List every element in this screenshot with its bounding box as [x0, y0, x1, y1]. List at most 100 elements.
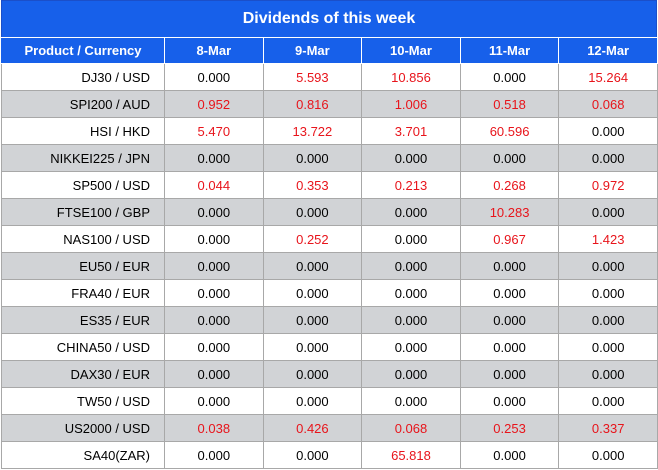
table-row: NIKKEI225 / JPN 0.000 0.000 0.000 0.000 0.000 [1, 144, 658, 172]
dividend-value-cell: 0.952 [164, 90, 264, 118]
product-cell: SPI200 / AUD [1, 90, 165, 118]
dividend-value-cell: 0.000 [262, 306, 363, 334]
dividend-value-cell: 0.068 [361, 414, 461, 442]
dividend-value-cell: 0.426 [262, 414, 363, 442]
dividend-value-cell: 0.000 [558, 387, 658, 415]
dividend-value-cell: 0.000 [262, 387, 363, 415]
dividend-value-cell: 0.000 [164, 252, 264, 280]
table-body: DJ30 / USD 0.000 5.593 10.856 0.000 15.264 SPI… [1, 63, 658, 469]
dividend-value-cell: 0.000 [459, 441, 560, 469]
column-header-date: 10-Mar [361, 37, 461, 64]
table-row: DJ30 / USD 0.000 5.593 10.856 0.000 15.264 [1, 63, 658, 91]
header-row: Product / Currency 8-Mar 9-Mar 10-Mar 11… [1, 37, 658, 64]
product-cell: HSI / HKD [1, 117, 165, 145]
dividend-value-cell: 0.000 [164, 225, 264, 253]
dividend-value-cell: 0.000 [361, 306, 461, 334]
table-row: FTSE100 / GBP 0.000 0.000 0.000 10.283 0.000 [1, 198, 658, 226]
dividend-value-cell: 0.337 [558, 414, 658, 442]
dividends-table: Product / Currency 8-Mar 9-Mar 10-Mar 11… [1, 37, 658, 469]
product-cell: FTSE100 / GBP [1, 198, 165, 226]
product-cell: TW50 / USD [1, 387, 165, 415]
dividend-value-cell: 13.722 [262, 117, 363, 145]
dividend-value-cell: 0.000 [361, 387, 461, 415]
table-row: ES35 / EUR 0.000 0.000 0.000 0.000 0.000 [1, 306, 658, 334]
dividend-value-cell: 0.000 [164, 144, 264, 172]
product-cell: SP500 / USD [1, 171, 165, 199]
dividend-value-cell: 0.000 [262, 360, 363, 388]
dividend-value-cell: 0.972 [558, 171, 658, 199]
dividend-value-cell: 0.000 [164, 441, 264, 469]
column-header-date: 9-Mar [262, 37, 363, 64]
dividend-value-cell: 0.000 [262, 198, 363, 226]
column-header-date: 8-Mar [164, 37, 264, 64]
table-row: SPI200 / AUD 0.952 0.816 1.006 0.518 0.068 [1, 90, 658, 118]
dividend-value-cell: 0.000 [361, 198, 461, 226]
table-row: TW50 / USD 0.000 0.000 0.000 0.000 0.000 [1, 387, 658, 415]
dividend-value-cell: 3.701 [361, 117, 461, 145]
dividend-value-cell: 15.264 [558, 63, 658, 91]
dividend-value-cell: 0.000 [459, 306, 560, 334]
dividend-value-cell: 65.818 [361, 441, 461, 469]
dividend-value-cell: 0.000 [558, 117, 658, 145]
table-row: SA40(ZAR) 0.000 0.000 65.818 0.000 0.000 [1, 441, 658, 469]
product-cell: NAS100 / USD [1, 225, 165, 253]
dividend-value-cell: 0.000 [164, 333, 264, 361]
dividend-value-cell: 0.000 [164, 198, 264, 226]
dividend-value-cell: 0.000 [164, 360, 264, 388]
dividend-value-cell: 0.000 [164, 63, 264, 91]
dividend-value-cell: 0.000 [262, 441, 363, 469]
dividend-value-cell: 0.000 [164, 279, 264, 307]
product-cell: DAX30 / EUR [1, 360, 165, 388]
dividend-value-cell: 0.000 [459, 360, 560, 388]
table-row: US2000 / USD 0.038 0.426 0.068 0.253 0.337 [1, 414, 658, 442]
product-cell: ES35 / EUR [1, 306, 165, 334]
column-header-date: 11-Mar [459, 37, 560, 64]
dividend-value-cell: 0.000 [361, 252, 461, 280]
dividend-value-cell: 0.000 [558, 306, 658, 334]
product-cell: SA40(ZAR) [1, 441, 165, 469]
product-cell: FRA40 / EUR [1, 279, 165, 307]
table-row: NAS100 / USD 0.000 0.252 0.000 0.967 1.423 [1, 225, 658, 253]
dividend-value-cell: 0.816 [262, 90, 363, 118]
table-row: FRA40 / EUR 0.000 0.000 0.000 0.000 0.000 [1, 279, 658, 307]
dividend-value-cell: 0.000 [262, 333, 363, 361]
dividend-value-cell: 0.967 [459, 225, 560, 253]
dividend-value-cell: 0.000 [361, 360, 461, 388]
dividend-value-cell: 0.253 [459, 414, 560, 442]
dividend-value-cell: 0.000 [459, 333, 560, 361]
product-cell: EU50 / EUR [1, 252, 165, 280]
dividend-value-cell: 0.000 [361, 333, 461, 361]
dividend-value-cell: 0.000 [459, 63, 560, 91]
dividend-value-cell: 0.000 [459, 387, 560, 415]
table-row: HSI / HKD 5.470 13.722 3.701 60.596 0.000 [1, 117, 658, 145]
dividend-value-cell: 0.000 [459, 252, 560, 280]
table-row: SP500 / USD 0.044 0.353 0.213 0.268 0.972 [1, 171, 658, 199]
dividend-value-cell: 0.068 [558, 90, 658, 118]
dividend-value-cell: 10.283 [459, 198, 560, 226]
dividend-value-cell: 0.000 [262, 144, 363, 172]
dividend-value-cell: 0.000 [459, 144, 560, 172]
dividend-value-cell: 0.038 [164, 414, 264, 442]
dividend-value-cell: 0.000 [361, 144, 461, 172]
dividend-value-cell: 0.000 [361, 225, 461, 253]
dividend-value-cell: 0.000 [164, 306, 264, 334]
column-header-date: 12-Mar [558, 37, 658, 64]
dividend-value-cell: 0.213 [361, 171, 461, 199]
table-title: Dividends of this week [1, 0, 657, 37]
table-row: CHINA50 / USD 0.000 0.000 0.000 0.000 0.000 [1, 333, 658, 361]
product-cell: DJ30 / USD [1, 63, 165, 91]
dividend-value-cell: 0.044 [164, 171, 264, 199]
product-cell: CHINA50 / USD [1, 333, 165, 361]
dividend-value-cell: 0.268 [459, 171, 560, 199]
dividend-value-cell: 0.000 [558, 360, 658, 388]
column-header-product: Product / Currency [1, 37, 165, 64]
dividend-value-cell: 0.000 [558, 144, 658, 172]
dividend-value-cell: 0.252 [262, 225, 363, 253]
product-cell: NIKKEI225 / JPN [1, 144, 165, 172]
dividend-value-cell: 5.593 [262, 63, 363, 91]
dividend-value-cell: 0.000 [558, 198, 658, 226]
dividend-value-cell: 0.353 [262, 171, 363, 199]
dividend-value-cell: 0.000 [558, 441, 658, 469]
dividend-value-cell: 1.423 [558, 225, 658, 253]
